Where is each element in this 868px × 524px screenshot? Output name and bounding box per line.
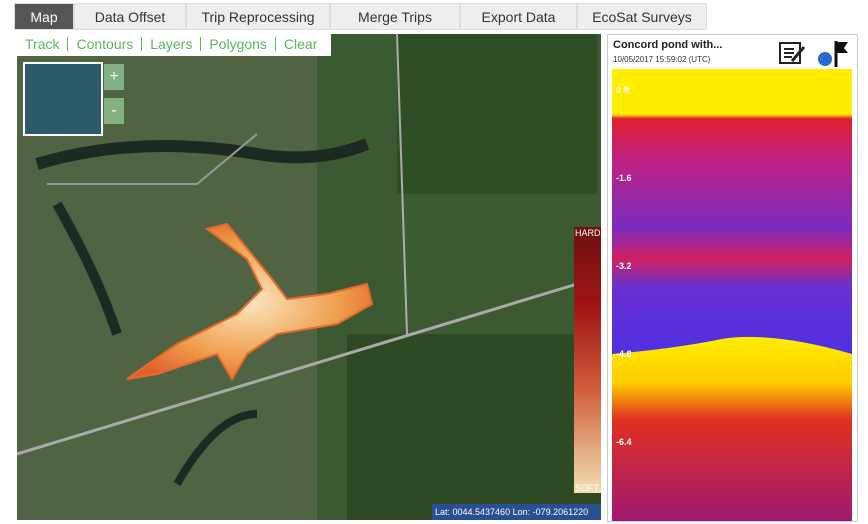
sonar-image (612, 69, 852, 521)
legend-top-label: HARD (575, 228, 601, 238)
overview-map[interactable] (23, 62, 103, 136)
map-toolbar: Track Contours Layers Polygons Clear (17, 34, 332, 56)
map-view[interactable]: Track Contours Layers Polygons Clear + - HAR… (17, 34, 601, 520)
tab[interactable]: Merge Trips (330, 3, 460, 30)
depth-label: -4.8 (616, 349, 632, 359)
tab[interactable]: Trip Reprocessing (186, 3, 330, 30)
notes-icon[interactable] (778, 41, 808, 67)
sonar-panel: Concord pond with... 10/05/2017 15:59:02… (607, 34, 858, 522)
hardness-legend (574, 227, 601, 493)
toolbar-link[interactable]: Track (17, 37, 69, 51)
depth-label: -6.4 (616, 437, 632, 447)
zoom-out-button[interactable]: - (104, 98, 124, 124)
flag-icon[interactable] (816, 39, 850, 69)
toolbar-link[interactable]: Layers (142, 37, 202, 51)
tab-bar: Map Data Offset Trip Reprocessing Merge Tri… (14, 3, 707, 30)
depth-label: 0 ft (616, 85, 630, 95)
toolbar-link[interactable]: Clear (283, 36, 318, 52)
map-imagery (17, 34, 601, 520)
coordinates: Lat: 0044.5437460 Lon: -079.2061220 (432, 504, 601, 520)
legend-bottom-label: SOFT (575, 483, 599, 493)
tab[interactable]: Data Offset (74, 3, 186, 30)
sonar-title: Concord pond with... (613, 39, 723, 51)
tab[interactable]: EcoSat Surveys (577, 3, 707, 30)
sonar-timestamp: 10/05/2017 15:59:02 (UTC) (613, 55, 711, 64)
zoom-in-button[interactable]: + (104, 64, 124, 90)
tab[interactable]: Export Data (460, 3, 577, 30)
depth-label: -1.6 (616, 173, 632, 183)
toolbar-link[interactable]: Polygons (201, 37, 276, 51)
toolbar-link[interactable]: Contours (68, 37, 143, 51)
tab[interactable]: Map (14, 3, 74, 30)
depth-label: -3.2 (616, 261, 632, 271)
